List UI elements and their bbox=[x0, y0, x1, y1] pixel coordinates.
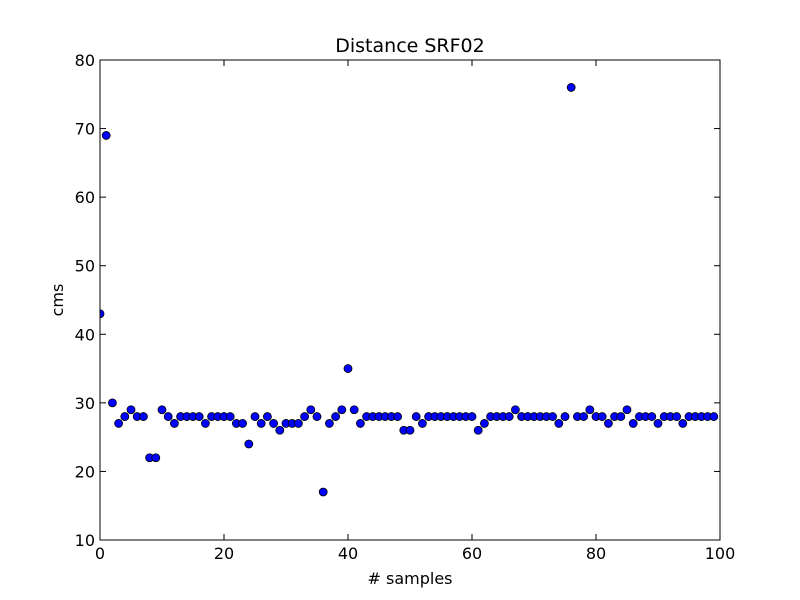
y-tick-label: 70 bbox=[75, 120, 95, 139]
data-point bbox=[548, 412, 557, 421]
y-tick-label: 60 bbox=[75, 188, 95, 207]
data-point bbox=[306, 405, 316, 415]
data-point bbox=[293, 419, 303, 428]
data-point bbox=[604, 419, 613, 428]
data-point bbox=[250, 412, 260, 421]
data-point bbox=[678, 419, 688, 428]
y-tick-label: 50 bbox=[75, 257, 95, 276]
data-point bbox=[560, 412, 570, 421]
data-point bbox=[262, 412, 272, 421]
data-point bbox=[405, 425, 415, 435]
data-point bbox=[101, 131, 111, 140]
data-point bbox=[100, 309, 105, 319]
data-point bbox=[324, 419, 334, 428]
plot-frame bbox=[99, 59, 721, 541]
data-point bbox=[597, 412, 607, 421]
data-point bbox=[672, 412, 681, 421]
data-point bbox=[616, 412, 626, 421]
data-point bbox=[244, 439, 254, 449]
data-point bbox=[709, 412, 719, 421]
data-point bbox=[467, 412, 477, 421]
data-point bbox=[417, 419, 427, 428]
y-axis-label: cms bbox=[48, 284, 67, 317]
data-point bbox=[473, 425, 483, 435]
data-point bbox=[554, 419, 564, 428]
data-point bbox=[169, 419, 179, 428]
x-axis-label: # samples bbox=[368, 569, 453, 588]
x-axis-ticks: 0 20 40 60 80 100 bbox=[95, 60, 735, 563]
data-point bbox=[225, 412, 235, 421]
y-tick-label: 10 bbox=[75, 531, 95, 550]
data-point bbox=[108, 398, 117, 408]
chart-title: Distance SRF02 bbox=[335, 35, 485, 57]
x-tick-label: 40 bbox=[338, 544, 358, 563]
y-tick-label: 30 bbox=[75, 394, 95, 413]
data-point bbox=[269, 419, 279, 428]
data-point bbox=[163, 412, 173, 421]
data-point bbox=[566, 83, 576, 92]
data-point bbox=[393, 412, 403, 421]
data-point bbox=[114, 419, 123, 428]
y-tick-label: 80 bbox=[75, 51, 95, 70]
y-axis-ticks: 10 20 30 40 50 60 70 80 bbox=[75, 51, 720, 550]
data-point bbox=[238, 419, 248, 428]
data-point bbox=[628, 419, 638, 428]
data-point bbox=[256, 419, 266, 428]
data-point bbox=[349, 405, 359, 415]
data-point bbox=[200, 419, 210, 428]
data-point bbox=[653, 419, 663, 428]
data-point bbox=[511, 405, 520, 415]
data-point bbox=[337, 405, 347, 415]
data-point bbox=[300, 412, 310, 421]
y-tick-label: 40 bbox=[75, 325, 95, 344]
x-tick-label: 60 bbox=[462, 544, 482, 563]
data-point bbox=[585, 405, 595, 415]
x-tick-label: 80 bbox=[586, 544, 606, 563]
data-point bbox=[312, 412, 322, 421]
x-tick-label: 100 bbox=[705, 544, 736, 563]
data-point bbox=[275, 425, 285, 435]
data-points bbox=[100, 83, 719, 497]
data-point bbox=[126, 405, 136, 415]
x-tick-label: 0 bbox=[95, 544, 105, 563]
data-point bbox=[194, 412, 204, 421]
data-point bbox=[411, 412, 421, 421]
data-point bbox=[318, 487, 328, 497]
x-tick-label: 20 bbox=[214, 544, 234, 563]
data-point bbox=[120, 412, 130, 421]
data-point bbox=[331, 412, 341, 421]
data-point bbox=[157, 405, 167, 415]
data-point bbox=[647, 412, 657, 421]
data-point bbox=[479, 419, 489, 428]
data-point bbox=[579, 412, 588, 421]
data-point bbox=[151, 453, 161, 463]
data-point bbox=[138, 412, 148, 421]
data-point bbox=[504, 412, 514, 421]
data-point bbox=[343, 364, 353, 373]
data-point bbox=[622, 405, 632, 415]
data-point bbox=[355, 419, 365, 428]
y-tick-label: 20 bbox=[75, 462, 95, 481]
